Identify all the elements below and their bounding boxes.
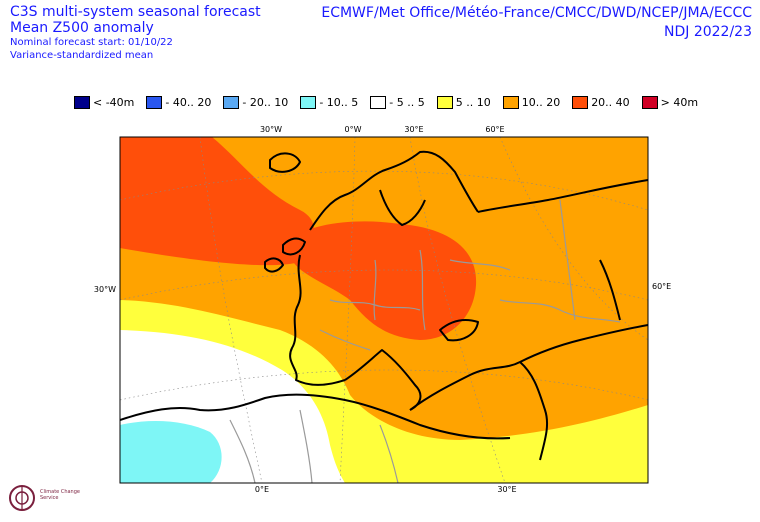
chart-title: C3S multi-system seasonal forecast	[10, 4, 261, 20]
coastlines	[120, 150, 648, 461]
legend-swatch	[146, 96, 163, 109]
right-label-60e: 60°E	[652, 282, 671, 291]
legend-item: < -40m	[74, 96, 134, 109]
legend-item: 10.. 20	[502, 96, 561, 109]
legend-swatch	[300, 96, 317, 109]
legend-label: < -40m	[93, 96, 135, 109]
legend-label: 10.. 20	[521, 96, 561, 109]
graticule	[120, 137, 648, 483]
copernicus-logo: Climate Change Service	[6, 478, 116, 518]
legend-label: 20.. 40	[591, 96, 630, 109]
country-borders	[229, 199, 621, 483]
top-label-30e: 30°E	[404, 125, 423, 134]
legend-swatch	[370, 96, 387, 109]
top-label-0w: 0°W	[345, 125, 362, 134]
bottom-label-30e: 30°E	[497, 485, 516, 494]
top-label-30w: 30°W	[260, 125, 282, 134]
map-frame	[119, 136, 649, 484]
legend-item: - 5 .. 5	[370, 96, 425, 109]
color-legend: < -40m - 40.. 20 - 20.. 10 - 10.. 5 - 5 .. 5…	[74, 96, 710, 109]
legend-swatch	[572, 96, 589, 109]
legend-swatch	[641, 96, 658, 109]
climate-logo-icon	[9, 485, 35, 511]
legend-swatch	[74, 96, 90, 109]
region-20-40-central-europe	[292, 221, 477, 340]
legend-label: - 20.. 10	[242, 96, 289, 109]
legend-swatch	[436, 96, 453, 109]
legend-label: - 40.. 20	[165, 96, 212, 109]
forecast-period: NDJ 2022/23	[664, 23, 752, 40]
legend-item: - 20.. 10	[223, 96, 288, 109]
region-20-40-north-atlantic	[120, 137, 315, 266]
forecast-start: Nominal forecast start: 01/10/22	[10, 37, 173, 49]
legend-item: 5 .. 10	[436, 96, 491, 109]
chart-subtitle: Mean Z500 anomaly	[10, 20, 154, 37]
bottom-label-0e: 0°E	[255, 485, 269, 494]
legend-label: - 10.. 5	[319, 96, 359, 109]
centres-list: ECMWF/Met Office/Météo-France/CMCC/DWD/N…	[321, 5, 752, 21]
top-label-60e: 60°E	[485, 125, 504, 134]
legend-item: > 40m	[641, 96, 699, 109]
legend-item: - 40.. 20	[146, 96, 211, 109]
legend-label: 5 .. 10	[455, 96, 491, 109]
legend-label: > 40m	[660, 96, 699, 109]
legend-item: 20.. 40	[572, 96, 630, 109]
title-block: C3S multi-system seasonal forecast Mean …	[10, 4, 261, 61]
left-label-30w: 30°W	[94, 285, 116, 294]
region-minus-10-5	[120, 420, 222, 483]
method-note: Variance-standardized mean	[10, 49, 154, 61]
centres-block: ECMWF/Met Office/Météo-France/CMCC/DWD/N…	[321, 4, 752, 42]
legend-swatch	[223, 96, 240, 109]
legend-label: - 5 .. 5	[389, 96, 425, 109]
legend-item: - 10.. 5	[300, 96, 358, 109]
legend-swatch	[502, 96, 519, 109]
logo-text: Climate Change Service	[40, 489, 80, 501]
